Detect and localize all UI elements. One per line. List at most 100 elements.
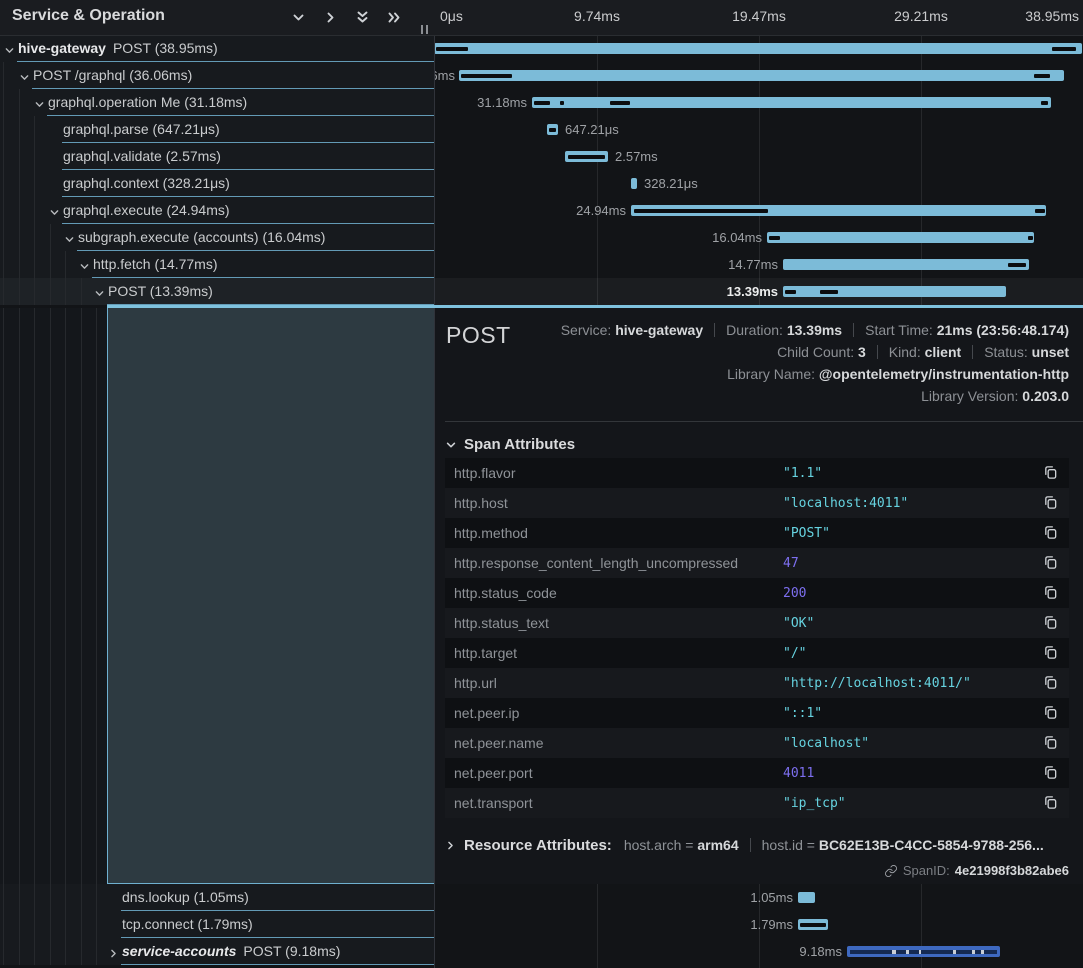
span-tree-cell[interactable]: graphql.validate (2.57ms) [0,143,434,170]
indent-guide [3,938,4,965]
copy-icon[interactable] [1031,704,1069,722]
attribute-row: http.status_text "OK" [445,608,1069,638]
span-tree-cell[interactable]: graphql.parse (647.21μs) [0,116,434,143]
span-row[interactable]: service-accounts POST (9.18ms) 9.18ms [0,938,1083,965]
span-tree-cell[interactable]: POST (13.39ms) [0,278,434,305]
copy-icon[interactable] [1031,494,1069,512]
span-bar-cell[interactable]: 1.05ms [434,884,1083,911]
span-tree-cell[interactable]: hive-gateway POST (38.95ms) [0,35,434,62]
span-bar-cell[interactable]: 13.39ms [434,278,1083,305]
attribute-row: http.target "/" [445,638,1069,668]
copy-icon[interactable] [1031,644,1069,662]
chevron-down-icon[interactable] [79,259,90,270]
span-row[interactable]: graphql.execute (24.94ms) 24.94ms [0,197,1083,224]
timeline-gridline [921,0,922,305]
copy-icon[interactable] [1031,524,1069,542]
span-row[interactable]: graphql.context (328.21μs) 328.21μs [0,170,1083,197]
copy-icon[interactable] [1031,584,1069,602]
span-tree-cell[interactable]: POST /graphql (36.06ms) [0,62,434,89]
indent-guide [34,911,35,938]
attribute-key: net.transport [454,795,533,811]
span-id-label: SpanID: [902,863,950,878]
copy-icon[interactable] [1031,464,1069,482]
span-bar-cell[interactable]: 1.79ms [434,911,1083,938]
double-chevron-down-icon[interactable] [355,10,370,25]
span-bar-cell[interactable]: 9.18ms [434,938,1083,965]
chevron-down-icon[interactable] [4,43,15,54]
resize-handle-icon[interactable] [421,25,428,34]
copy-icon[interactable] [1031,734,1069,752]
indent-guide [50,938,51,965]
meta-label: Status: [984,344,1032,360]
indent-guide [3,197,4,224]
panel-divider[interactable] [434,0,435,968]
span-row[interactable]: hive-gateway POST (38.95ms) [0,35,1083,62]
chevron-right-icon[interactable] [323,10,338,25]
span-tree-cell[interactable]: graphql.context (328.21μs) [0,170,434,197]
span-row[interactable]: dns.lookup (1.05ms) 1.05ms [0,884,1083,911]
span-tree-cell[interactable]: graphql.execute (24.94ms) [0,197,434,224]
copy-icon[interactable] [1031,614,1069,632]
span-tree-cell[interactable]: graphql.operation Me (31.18ms) [0,89,434,116]
span-bar[interactable] [783,259,1029,270]
span-tree-cell[interactable]: tcp.connect (1.79ms) [0,911,434,938]
link-icon[interactable] [884,864,898,878]
indent-guide [65,911,66,938]
span-tree-cell[interactable]: subgraph.execute (accounts) (16.04ms) [0,224,434,251]
log-marker [981,950,984,954]
span-row[interactable]: graphql.parse (647.21μs) 647.21μs [0,116,1083,143]
page-title: Service & Operation [12,7,165,24]
copy-icon[interactable] [1031,794,1069,812]
span-bar[interactable] [532,97,1051,108]
chevron-down-icon[interactable] [49,205,60,216]
span-row[interactable]: subgraph.execute (accounts) (16.04ms) 16.… [0,224,1083,251]
attribute-row: http.status_code 200 [445,578,1069,608]
indent-guide [19,938,20,965]
copy-icon[interactable] [1031,674,1069,692]
chevron-down-icon[interactable] [94,286,105,297]
span-bar[interactable] [767,232,1034,243]
span-row[interactable]: graphql.validate (2.57ms) 2.57ms [0,143,1083,170]
row-underline [121,937,434,938]
copy-icon[interactable] [1031,554,1069,572]
span-bar[interactable] [631,178,637,189]
header: Service & Operation 0μs 9.74ms 19.47ms 29.2… [0,0,1083,36]
span-tree-cell[interactable]: http.fetch (14.77ms) [0,251,434,278]
chevron-down-icon[interactable] [19,70,30,81]
span-bar[interactable] [434,43,1082,54]
double-chevron-right-icon[interactable] [387,10,402,25]
span-bar[interactable] [798,892,815,903]
span-bar-cell[interactable]: 14.77ms [434,251,1083,278]
span-bar[interactable] [783,286,1006,297]
span-bar-cell[interactable] [434,35,1083,62]
chevron-right-icon[interactable] [108,946,119,958]
span-bar-cell[interactable]: 24.94ms [434,197,1083,224]
chevron-down-icon[interactable] [64,232,75,243]
span-row[interactable]: graphql.operation Me (31.18ms) 31.18ms [0,89,1083,116]
span-row[interactable]: POST (13.39ms) 13.39ms [0,278,1083,305]
span-row[interactable]: tcp.connect (1.79ms) 1.79ms [0,911,1083,938]
span-attributes-header[interactable]: Span Attributes [445,436,575,453]
attribute-key: http.method [454,525,528,541]
span-bar[interactable] [459,70,1064,81]
chevron-right-icon [448,841,453,850]
detail-divider [445,421,1083,422]
span-bar-cell[interactable]: 36.06ms [434,62,1083,89]
copy-icon[interactable] [1031,764,1069,782]
chevron-down-icon[interactable] [291,10,306,25]
span-row[interactable]: POST /graphql (36.06ms) 36.06ms [0,62,1083,89]
span-bar-cell[interactable]: 328.21μs [434,170,1083,197]
span-bar[interactable] [631,205,1046,216]
span-tree-cell[interactable]: service-accounts POST (9.18ms) [0,938,434,965]
span-bar-cell[interactable]: 647.21μs [434,116,1083,143]
span-bar-cell[interactable]: 16.04ms [434,224,1083,251]
span-bar-cell[interactable]: 31.18ms [434,89,1083,116]
span-tree-cell[interactable]: dns.lookup (1.05ms) [0,884,434,911]
indent-guide [81,938,82,965]
meta-value: client [924,344,962,360]
span-row[interactable]: http.fetch (14.77ms) 14.77ms [0,251,1083,278]
timeline-gridline [759,0,760,305]
span-bar-cell[interactable]: 2.57ms [434,143,1083,170]
chevron-down-icon[interactable] [34,97,45,108]
resource-attributes-row[interactable]: Resource Attributes: host.arch = arm64 hos… [445,832,1069,858]
